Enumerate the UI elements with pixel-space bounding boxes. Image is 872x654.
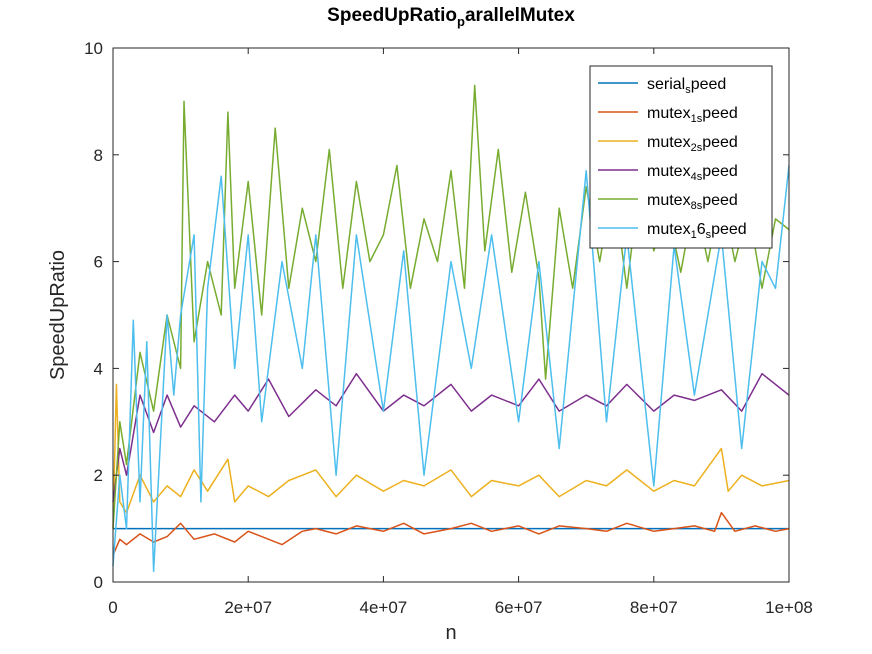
legend-box (589, 65, 773, 249)
legend-entry-serial-speed: serialspeed (647, 76, 726, 96)
x-tick-label: 6e+07 (495, 598, 543, 617)
y-tick-label: 6 (94, 253, 103, 272)
ticks-layer: 0 2e+07 4e+07 6e+07 8e+07 1e+08 0 2 4 6 8 10 (84, 39, 813, 617)
chart-title: SpeedUpRatioparallelMutex (327, 5, 575, 29)
x-tick-label: 8e+07 (630, 598, 678, 617)
legend-entry-mutex8-speed: mutex8speed (647, 192, 738, 212)
x-tick-label: 4e+07 (360, 598, 408, 617)
legend-entry-mutex16-speed: mutex16speed (647, 221, 747, 241)
plot-frame (112, 47, 790, 583)
series-layer (112, 84, 790, 573)
y-tick-label: 2 (94, 466, 103, 485)
x-tick-label: 0 (108, 598, 117, 617)
series-line-mutex16-speed (112, 165, 790, 573)
y-axis-label: SpeedUpRatio (47, 250, 69, 380)
legend: serialspeed mutex1speed mutex2speed mutex4s… (589, 65, 773, 249)
y-tick-label: 0 (94, 573, 103, 592)
x-tick-label: 2e+07 (224, 598, 272, 617)
series-line-mutex2-speed (112, 383, 790, 529)
y-tick-label: 10 (84, 39, 103, 58)
series-line-mutex1-speed (112, 511, 790, 556)
x-tick-label: 1e+08 (765, 598, 813, 617)
legend-entry-mutex2-speed: mutex2speed (647, 134, 738, 154)
legend-entry-mutex4-speed: mutex4speed (647, 163, 738, 183)
legend-entry-mutex1-speed: mutex1speed (647, 105, 738, 125)
y-tick-label: 8 (94, 146, 103, 165)
y-tick-label: 4 (94, 359, 103, 378)
x-axis-label: n (445, 622, 456, 644)
